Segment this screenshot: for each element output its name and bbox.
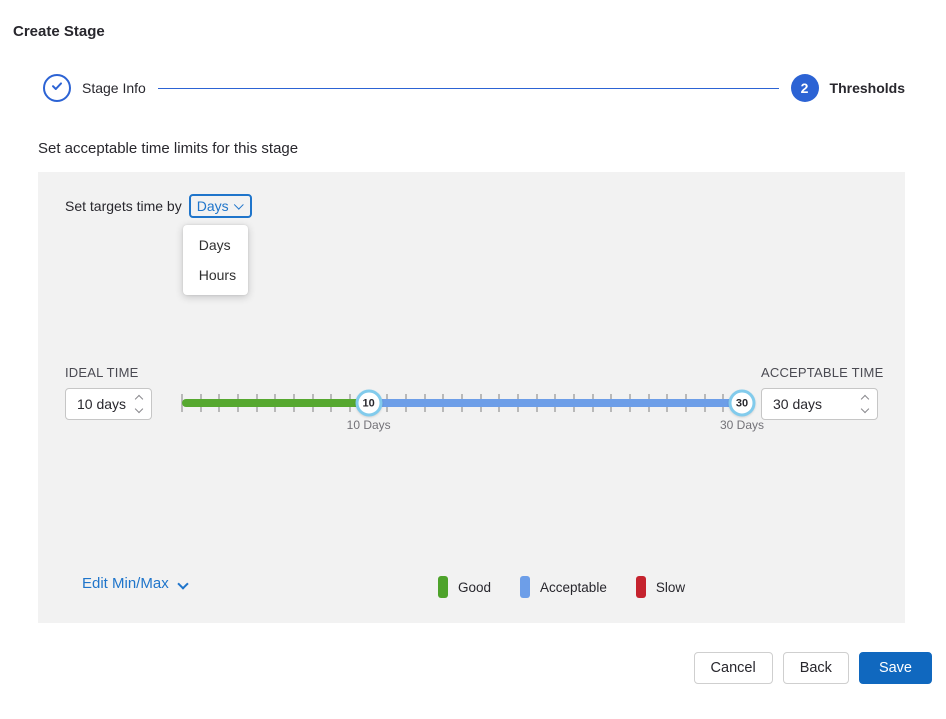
legend-label-acceptable: Acceptable <box>540 579 607 595</box>
slider-track-acceptable <box>368 399 742 407</box>
unit-dropdown-value: Days <box>196 197 229 214</box>
stepper-connector-line <box>157 87 779 89</box>
acceptable-time-stepper <box>860 394 870 414</box>
step-2-number: 2 <box>800 80 809 96</box>
chevron-down-icon <box>177 577 189 590</box>
edit-minmax-link[interactable]: Edit Min/Max <box>82 575 189 592</box>
chevron-down-icon <box>233 199 244 210</box>
unit-dropdown-menu: Days Hours <box>182 225 248 295</box>
wizard-stepper: Stage Info 2 Thresholds <box>43 74 905 102</box>
legend-item-slow: Slow <box>635 576 686 598</box>
acceptable-time-field: ACCEPTABLE TIME 30 days <box>761 365 884 420</box>
step-1-circle <box>43 74 71 102</box>
unit-dropdown-trigger[interactable]: Days <box>188 194 252 218</box>
acceptable-time-value: 30 days <box>773 396 823 412</box>
step-stage-info: Stage Info <box>43 74 146 102</box>
back-button[interactable]: Back <box>782 652 849 684</box>
footer-actions: Cancel Back Save <box>0 652 932 684</box>
stepper-up-icon[interactable] <box>860 394 870 404</box>
step-2-circle: 2 <box>790 74 819 102</box>
stepper-down-icon[interactable] <box>134 404 144 414</box>
stepper-up-icon[interactable] <box>134 394 144 404</box>
step-2-label: Thresholds <box>829 80 905 96</box>
ideal-slider-handle[interactable]: 10 <box>355 389 383 417</box>
step-thresholds: 2 Thresholds <box>790 74 905 102</box>
ideal-time-label: IDEAL TIME <box>65 365 139 380</box>
targets-label: Set targets time by <box>65 198 182 214</box>
legend-label-good: Good <box>458 579 492 595</box>
ideal-time-stepper <box>134 394 144 414</box>
legend-swatch <box>635 576 646 598</box>
legend-item-acceptable: Acceptable <box>520 576 607 598</box>
check-icon <box>50 79 64 98</box>
ideal-time-value: 10 days <box>77 396 127 412</box>
targets-row: Set targets time by Days Days Hours <box>65 194 878 295</box>
page-title: Create Stage <box>13 23 105 40</box>
edit-minmax-label: Edit Min/Max <box>82 575 169 592</box>
thresholds-panel: Set targets time by Days Days Hours IDEA… <box>38 172 905 623</box>
acceptable-slider-handle[interactable]: 30 <box>728 389 756 417</box>
ideal-time-field: IDEAL TIME 10 days <box>65 365 152 420</box>
ideal-time-input[interactable]: 10 days <box>65 388 152 420</box>
acceptable-slider-caption: 30 Days <box>719 418 765 432</box>
save-button[interactable]: Save <box>858 652 932 684</box>
legend-item-good: Good <box>438 576 491 598</box>
unit-dropdown: Days Days Hours <box>182 194 252 295</box>
slider-legend: Good Acceptable Slow <box>438 576 685 598</box>
slider-area: 10 30 <box>181 389 756 417</box>
acceptable-time-input[interactable]: 30 days <box>761 388 878 420</box>
time-range-slider: 10 30 10 Days 30 Days <box>181 365 764 437</box>
dropdown-option-hours[interactable]: Hours <box>198 267 237 283</box>
acceptable-time-label: ACCEPTABLE TIME <box>761 365 884 380</box>
dropdown-option-days[interactable]: Days <box>198 237 231 253</box>
panel-bottom-row: Edit Min/Max Good Acceptable Slow <box>65 575 878 601</box>
cancel-button[interactable]: Cancel <box>693 652 773 684</box>
stepper-down-icon[interactable] <box>860 404 870 414</box>
slider-track-good <box>182 399 369 407</box>
ideal-slider-caption: 10 Days <box>346 418 391 432</box>
legend-swatch <box>520 576 531 598</box>
section-heading: Set acceptable time limits for this stag… <box>38 140 299 157</box>
step-1-label: Stage Info <box>82 80 146 96</box>
slider-section: IDEAL TIME 10 days 10 30 10 Days 30 Days <box>65 365 884 437</box>
legend-label-slow: Slow <box>655 579 686 595</box>
legend-swatch <box>438 576 448 598</box>
